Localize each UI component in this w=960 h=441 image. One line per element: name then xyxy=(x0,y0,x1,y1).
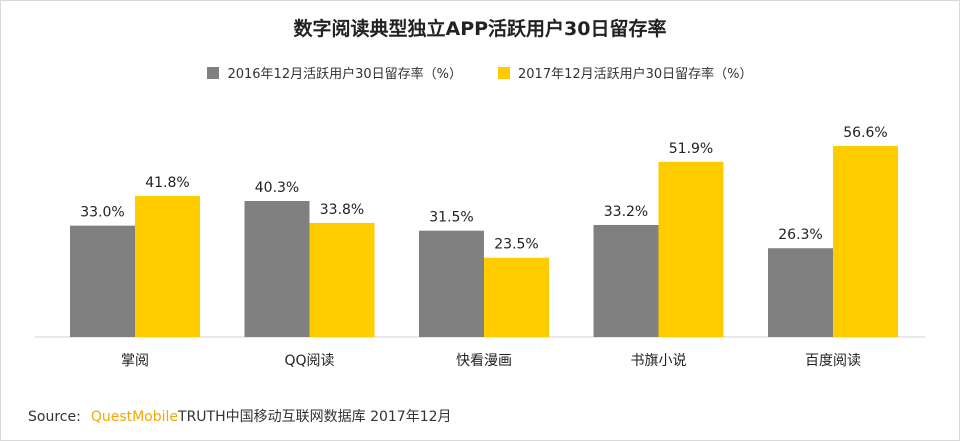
bar-2016-2 xyxy=(419,230,484,337)
bar-2016-3 xyxy=(593,224,659,337)
source-prefix: Source: xyxy=(28,409,81,425)
data-label-2016-2: 31.5% xyxy=(429,210,473,226)
bar-2017-1 xyxy=(309,222,375,337)
bar-2017-0 xyxy=(135,195,200,337)
chart-title: 数字阅读典型独立APP活跃用户30日留存率 xyxy=(293,18,667,40)
bar-2016-1 xyxy=(244,201,310,337)
legend-label-2017: 2017年12月活跃用户30日留存率（%） xyxy=(518,67,753,82)
bar-2016-0 xyxy=(70,225,135,337)
data-label-2016-3: 33.2% xyxy=(604,204,648,220)
source-text: TRUTH中国移动互联网数据库 2017年12月 xyxy=(178,409,452,425)
data-label-2017-2: 23.5% xyxy=(494,237,538,253)
data-label-2016-4: 26.3% xyxy=(778,227,822,243)
bar-2017-3 xyxy=(658,161,724,337)
data-label-2017-0: 41.8% xyxy=(145,175,189,191)
source-note: Source: QuestMobileTRUTH中国移动互联网数据库 2017年1… xyxy=(28,406,452,426)
bar-2017-2 xyxy=(484,257,549,337)
source-brand: QuestMobile xyxy=(90,409,179,425)
category-label-2: 快看漫画 xyxy=(456,353,512,369)
legend-item-2016: 2016年12月活跃用户30日留存率（%） xyxy=(207,63,462,82)
category-label-0: 掌阅 xyxy=(121,353,149,369)
data-label-2017-1: 33.8% xyxy=(320,202,364,218)
legend-swatch-2017 xyxy=(498,66,510,79)
category-label-1: QQ阅读 xyxy=(284,352,334,369)
data-label-2016-1: 40.3% xyxy=(255,180,299,196)
legend-item-2017: 2017年12月活跃用户30日留存率（%） xyxy=(498,63,753,82)
category-label-4: 百度阅读 xyxy=(805,352,861,369)
chart-legend: 2016年12月活跃用户30日留存率（%） 2017年12月活跃用户30日留存率… xyxy=(0,63,960,82)
bar-2017-4 xyxy=(833,146,898,337)
bar-2016-4 xyxy=(768,248,833,337)
data-label-2016-0: 33.0% xyxy=(80,205,124,221)
legend-label-2016: 2016年12月活跃用户30日留存率（%） xyxy=(227,67,462,82)
legend-swatch-2016 xyxy=(207,66,220,79)
category-label-3: 书旗小说 xyxy=(631,353,687,369)
data-label-2017-4: 56.6% xyxy=(843,125,887,141)
data-label-2017-3: 51.9% xyxy=(669,141,713,157)
